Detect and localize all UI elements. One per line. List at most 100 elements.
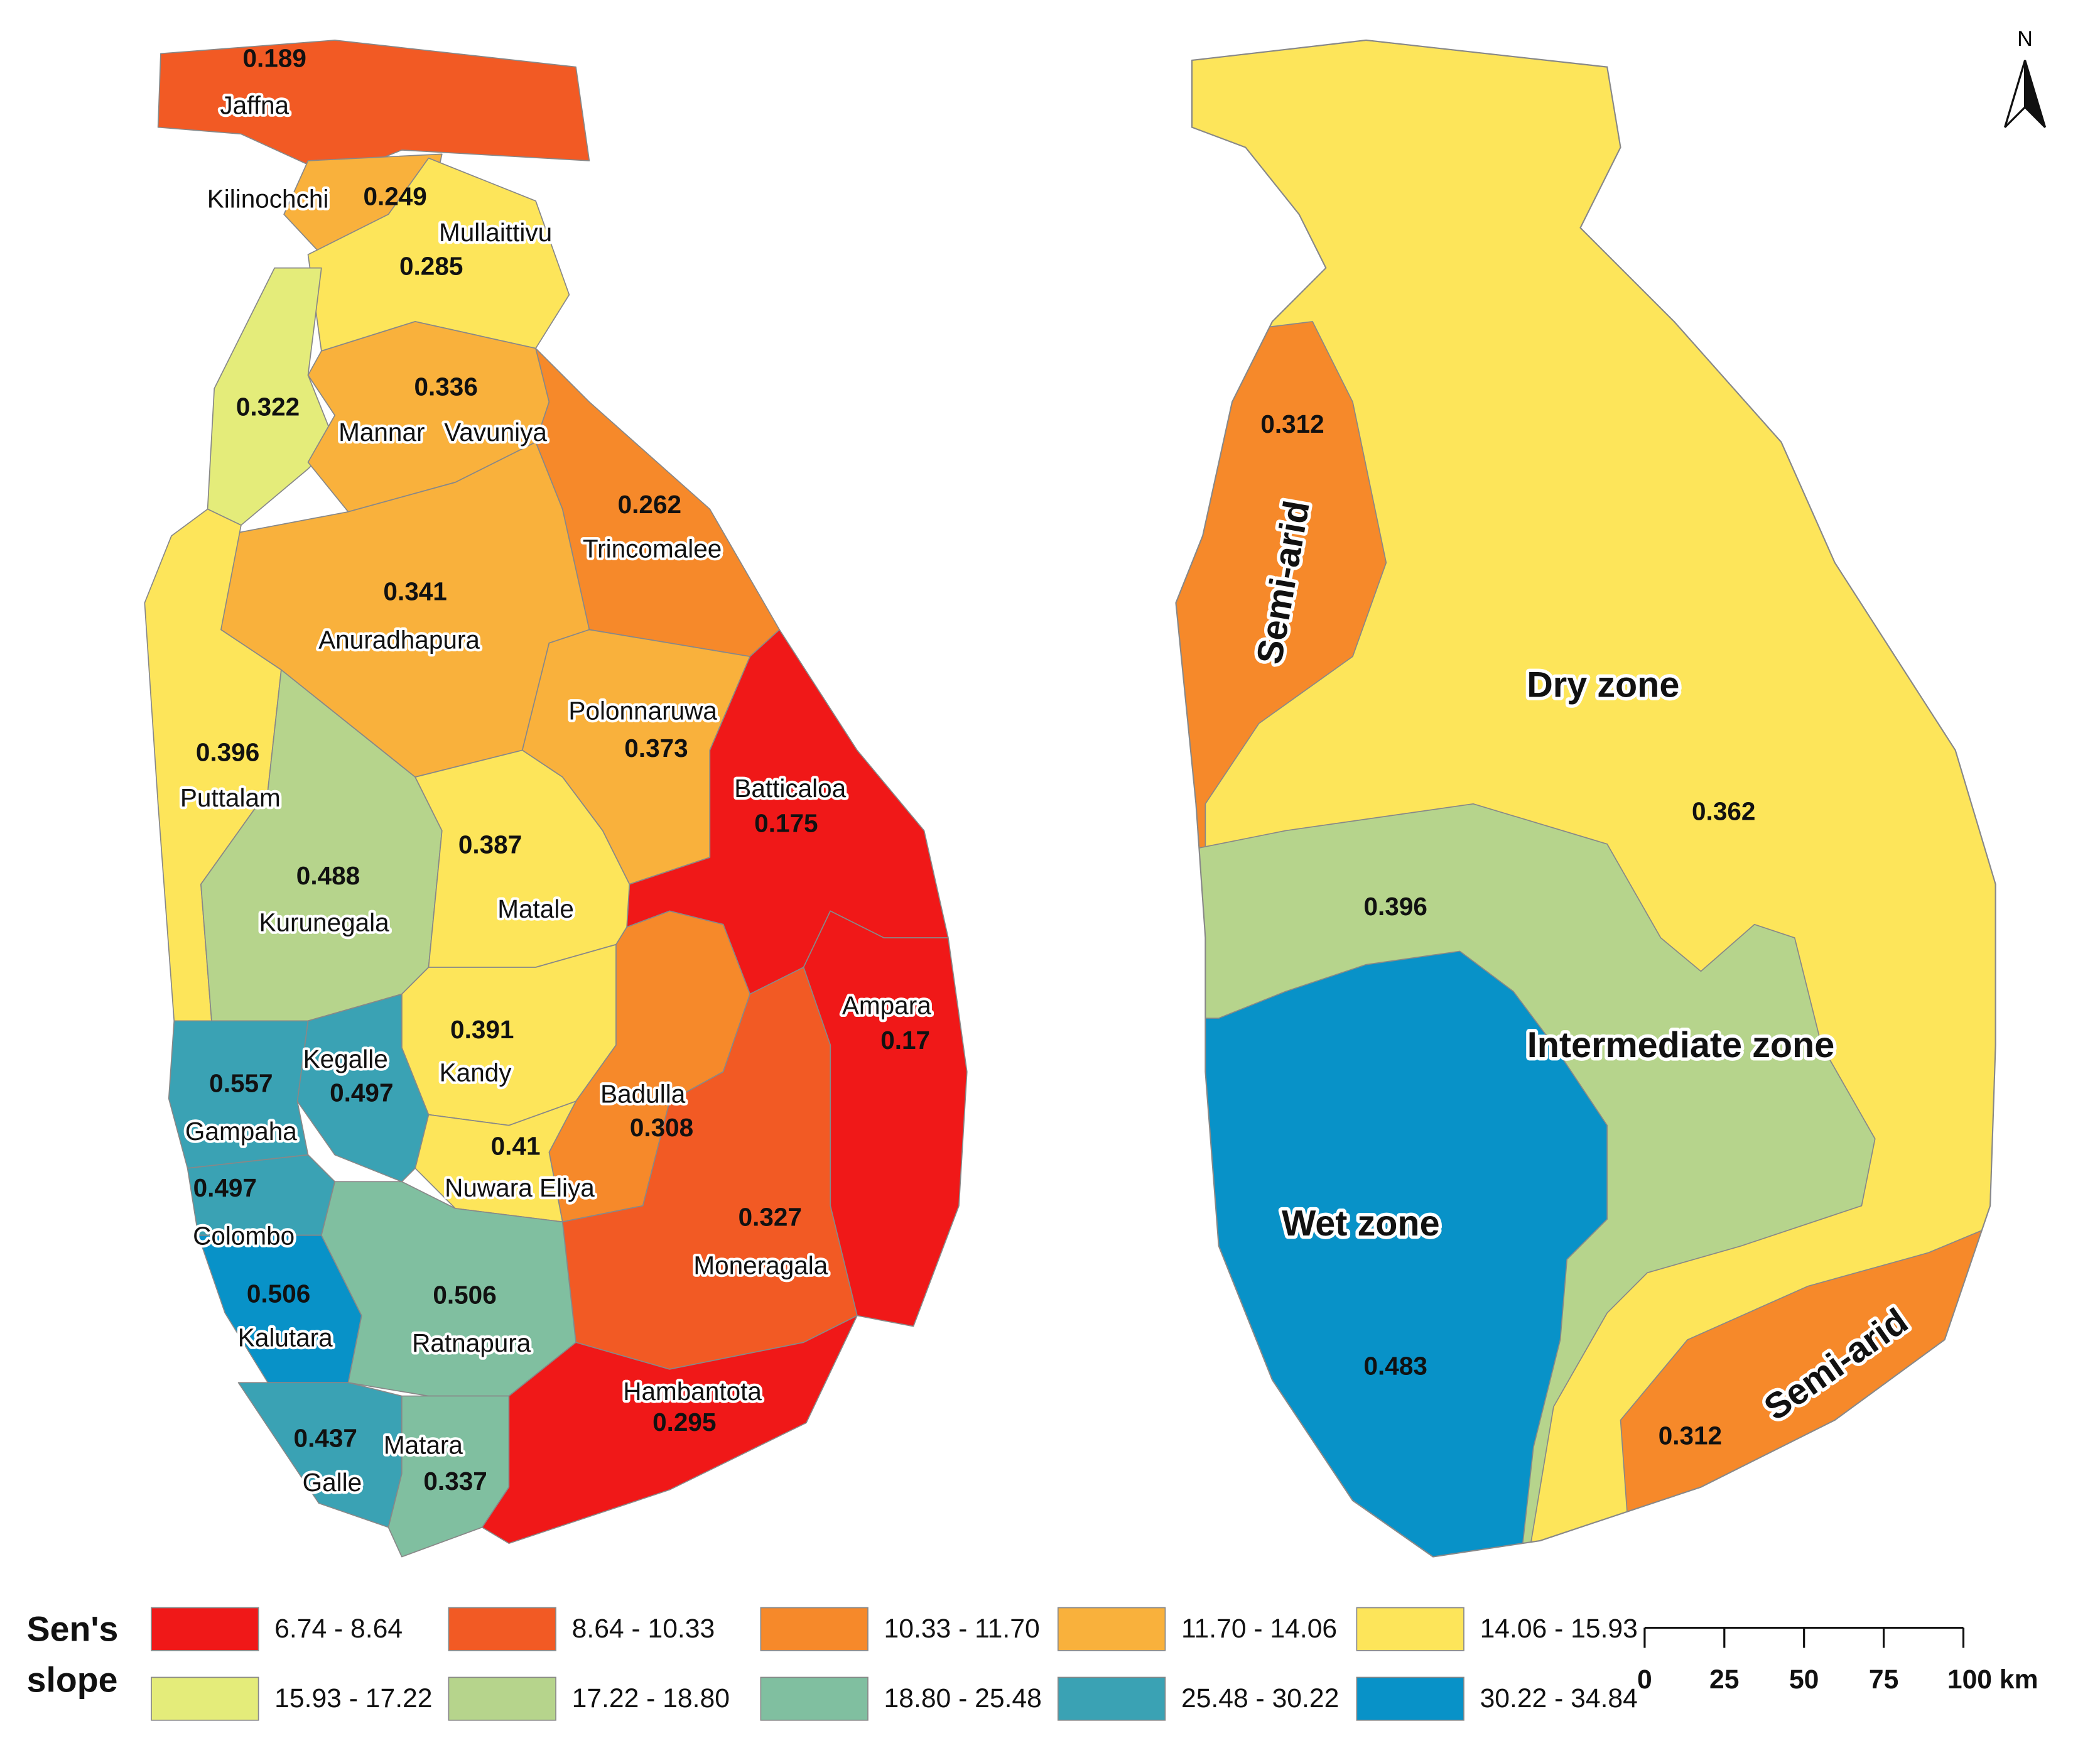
legend-swatch [151, 1676, 259, 1721]
district-value: 0.41 [491, 1132, 541, 1161]
right-map: Dry zone0.362Semi-arid0.312Intermediate … [1175, 39, 1996, 1558]
district-name: Kurunegala [259, 908, 389, 937]
zone-value: 0.396 [1364, 892, 1427, 921]
legend-swatch [1057, 1607, 1166, 1651]
district-value: 0.373 [624, 734, 688, 763]
legend-label: 11.70 - 14.06 [1181, 1614, 1337, 1644]
district-name: Nuwara Eliya [445, 1173, 595, 1202]
zone-name: Intermediate zone [1527, 1025, 1834, 1065]
district-name: Kilinochchi [207, 185, 329, 214]
district-name: Mullaittivu [439, 218, 552, 247]
scale-bar: 0 25 50 75 100 km [1637, 1626, 2038, 1695]
district-name: Kegalle [303, 1045, 388, 1073]
scale-label: 0 [1637, 1664, 1652, 1695]
legend-swatch [448, 1607, 556, 1651]
legend-swatch [1356, 1676, 1464, 1721]
scale-label: 50 [1789, 1664, 1819, 1695]
district-name: Moneragala [693, 1251, 828, 1279]
district-name: Matara [384, 1430, 463, 1459]
district-name: Vavuniya [444, 418, 547, 447]
north-label: N [2017, 27, 2033, 51]
legend-swatch [760, 1676, 869, 1721]
legend-swatch [448, 1676, 556, 1721]
legend-title: Sen's [27, 1610, 119, 1649]
district-value: 0.336 [414, 372, 477, 401]
district-name: Ampara [842, 991, 931, 1020]
scale-label: 100 km [1947, 1664, 2038, 1695]
district-value: 0.285 [399, 251, 463, 280]
legend-label: 8.64 - 10.33 [572, 1614, 715, 1644]
left-map: Jaffna 0.189 Kilinochchi 0.249 Mullaittivu 0.… [144, 40, 968, 1558]
district-value: 0.391 [450, 1015, 514, 1044]
zone-layer [1176, 40, 1996, 1557]
district-name: Kalutara [238, 1323, 333, 1352]
district-value: 0.308 [630, 1113, 693, 1142]
district-name: Anuradhapura [318, 625, 480, 654]
district-name: Puttalam [180, 783, 281, 812]
district-value: 0.506 [247, 1279, 310, 1308]
district-name: Badulla [600, 1079, 686, 1108]
district-name: Jaffna [220, 90, 289, 119]
legend: Sen's slope 6.74 - 8.64 8.64 - 10.33 10.33 -… [27, 1607, 1638, 1721]
district-area [207, 267, 336, 526]
legend-swatch [1356, 1607, 1464, 1651]
district-value: 0.341 [383, 577, 447, 606]
district-name: Mannar [338, 418, 425, 447]
district-value: 0.497 [193, 1173, 257, 1202]
zone-value: 0.362 [1692, 796, 1755, 825]
legend-title: slope [27, 1661, 118, 1700]
legend-label: 14.06 - 15.93 [1480, 1614, 1638, 1644]
district-value: 0.327 [739, 1203, 802, 1232]
district-value: 0.387 [458, 830, 522, 859]
legend-swatch [1057, 1676, 1166, 1721]
legend-label: 10.33 - 11.70 [884, 1614, 1040, 1644]
district-value: 0.322 [236, 392, 300, 421]
scale-label: 25 [1709, 1664, 1739, 1695]
district-value: 0.17 [880, 1026, 930, 1055]
island-outline [1175, 39, 1996, 1558]
zone-name: Wet zone [1282, 1203, 1440, 1244]
legend-label: 18.80 - 25.48 [884, 1683, 1042, 1713]
legend-label: 17.22 - 18.80 [572, 1683, 730, 1713]
district-value: 0.262 [618, 490, 681, 519]
legend-label: 25.48 - 30.22 [1181, 1683, 1339, 1713]
zone-name: Dry zone [1527, 665, 1679, 705]
legend-label: 15.93 - 17.22 [274, 1683, 432, 1713]
district-value: 0.497 [330, 1078, 393, 1107]
district-area [237, 1382, 403, 1528]
north-arrow: N [2004, 27, 2047, 128]
district-name: Trincomalee [583, 534, 722, 563]
district-value: 0.396 [196, 738, 259, 767]
district-value: 0.437 [294, 1424, 357, 1453]
district-name: Kandy [440, 1058, 512, 1087]
legend-swatch [760, 1607, 869, 1651]
arrow-left [2004, 60, 2027, 128]
district-value: 0.189 [243, 44, 306, 73]
district-value: 0.557 [209, 1068, 273, 1097]
zone-value: 0.483 [1364, 1351, 1427, 1380]
district-name: Galle [303, 1468, 362, 1497]
zone-value: 0.312 [1659, 1421, 1722, 1450]
legend-swatch [151, 1607, 259, 1651]
zone-value: 0.312 [1260, 410, 1324, 438]
district-area [481, 1315, 858, 1545]
district-area [414, 1100, 576, 1223]
district-value: 0.506 [433, 1280, 496, 1309]
district-area [157, 40, 590, 178]
district-value: 0.175 [754, 809, 818, 838]
district-value: 0.337 [423, 1467, 487, 1496]
district-name: Hambantota [623, 1377, 762, 1406]
scale-label: 75 [1869, 1664, 1898, 1695]
district-area [296, 993, 430, 1183]
district-value: 0.488 [296, 861, 360, 890]
district-name: Polonnaruwa [568, 696, 717, 725]
district-name: Batticaloa [734, 774, 846, 803]
arrow-right [2023, 60, 2047, 128]
district-name: Colombo [193, 1222, 295, 1251]
district-name: Matale [497, 894, 574, 923]
legend-label: 6.74 - 8.64 [274, 1614, 403, 1644]
district-value: 0.249 [363, 182, 426, 210]
legend-label: 30.22 - 34.84 [1480, 1683, 1638, 1713]
